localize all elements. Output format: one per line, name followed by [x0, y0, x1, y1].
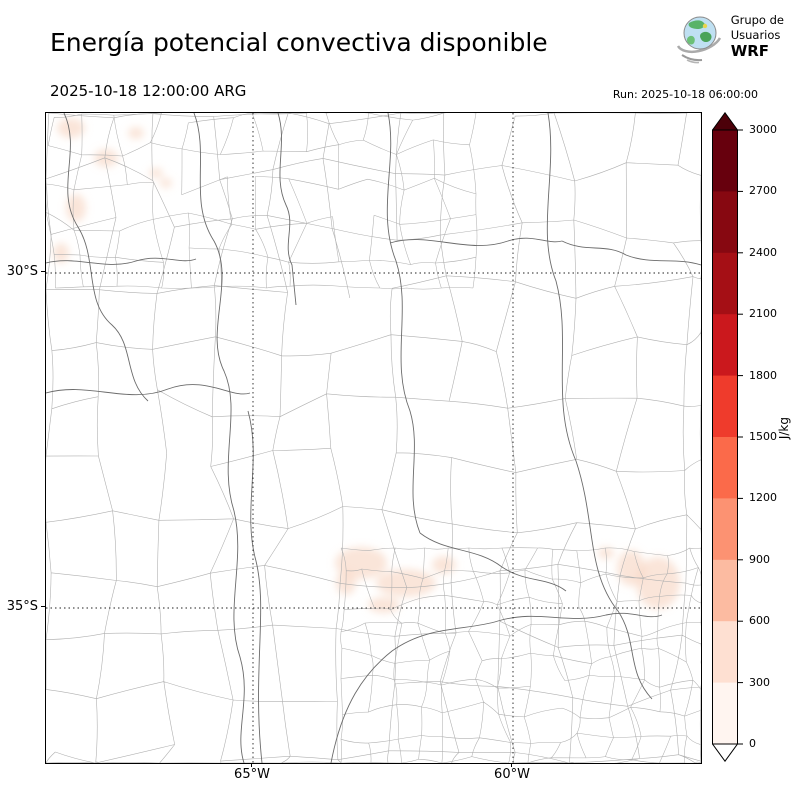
logo-line-wrf: WRF — [730, 42, 770, 61]
province-boundary — [46, 257, 197, 265]
province-boundary — [330, 612, 663, 763]
colorbar-tick-label: 1800 — [749, 368, 777, 382]
map-area — [45, 112, 702, 764]
colorbar-tick-label: 0 — [749, 737, 756, 750]
colorbar-segment — [712, 621, 738, 684]
province-boundary — [247, 410, 263, 763]
lon-label-60w: 60°W — [494, 767, 530, 782]
colorbar-tick-label: 2100 — [749, 307, 777, 321]
province-boundary — [277, 113, 297, 306]
lat-label-30s: 30°S — [6, 264, 38, 279]
colorbar-tick-label: 300 — [749, 675, 770, 689]
province-boundary — [389, 237, 563, 246]
cape-patch — [53, 243, 69, 263]
province-boundary — [63, 113, 149, 402]
colorbar-outline — [712, 129, 738, 745]
run-time-label: Run: 2025-10-18 06:00:00 — [612, 88, 758, 101]
plot-title: Energía potencial convectiva disponible — [50, 28, 548, 57]
lon-tick-65w — [251, 763, 252, 767]
cape-patch — [636, 557, 680, 609]
lon-tick-60w — [511, 763, 512, 767]
province-boundaries — [46, 113, 701, 763]
colorbar-tick-label: 3000 — [749, 123, 777, 136]
colorbar-over-arrow — [712, 112, 739, 131]
department-boundary-mesh — [340, 547, 701, 763]
logo-text: Grupo de Usuarios WRF — [731, 13, 784, 60]
logo-line-2: Usuarios — [730, 28, 781, 43]
department-boundary-mesh — [46, 113, 701, 763]
colorbar-segment — [712, 437, 738, 499]
colorbar-segment — [712, 130, 738, 192]
province-boundary — [419, 532, 567, 592]
colorbar-tick-label: 900 — [749, 552, 770, 566]
cape-shading — [53, 118, 680, 613]
colorbar-tick-label: 1500 — [749, 430, 777, 443]
department-boundaries — [46, 113, 701, 763]
argentina-map — [46, 113, 701, 763]
lon-label-65w: 65°W — [234, 767, 270, 782]
cape-patch — [128, 127, 144, 139]
colorbar-segment — [712, 498, 738, 561]
province-boundary — [386, 113, 421, 534]
valid-time-label: 2025-10-18 12:00:00 ARG — [50, 82, 247, 100]
colorbar-under-arrow — [712, 743, 739, 762]
cape-patch — [432, 556, 456, 574]
colorbar-tick-label: 1200 — [749, 491, 777, 505]
colorbar-tick-label: 2400 — [749, 245, 777, 259]
province-boundary — [193, 113, 245, 763]
colorbar-ramp — [712, 112, 743, 762]
wrf-logo: Grupo de Usuarios WRF — [674, 10, 784, 64]
lat-tick-30s — [41, 271, 45, 272]
province-boundary — [546, 113, 653, 700]
colorbar-segment — [712, 682, 738, 745]
colorbar-segment — [712, 191, 738, 254]
colorbar-segment — [712, 252, 738, 315]
colorbar-unit-label: J/kg — [777, 417, 791, 440]
gridlines — [46, 113, 701, 763]
colorbar: 0 300 600 900 1200 1500 1800 2100 2400 2700 3000 — [712, 112, 794, 762]
cape-patch — [149, 168, 163, 178]
province-boundary — [46, 384, 251, 396]
cape-patch — [57, 118, 85, 138]
colorbar-segment — [712, 314, 738, 377]
colorbar-tick-label: 600 — [749, 614, 770, 628]
logo-line-1: Grupo de — [730, 13, 784, 28]
globe-icon — [676, 16, 721, 64]
cape-patch — [66, 194, 86, 222]
colorbar-segment — [712, 559, 738, 622]
cape-patch — [368, 597, 400, 613]
colorbar-tick-label: 2700 — [749, 184, 777, 198]
province-boundary — [561, 240, 701, 266]
colorbar-segment — [712, 375, 738, 438]
cape-patch — [160, 178, 172, 188]
cape-patch — [376, 569, 436, 597]
lat-label-35s: 35°S — [6, 599, 38, 614]
lat-tick-35s — [41, 606, 45, 607]
department-boundary-mesh — [46, 113, 478, 290]
